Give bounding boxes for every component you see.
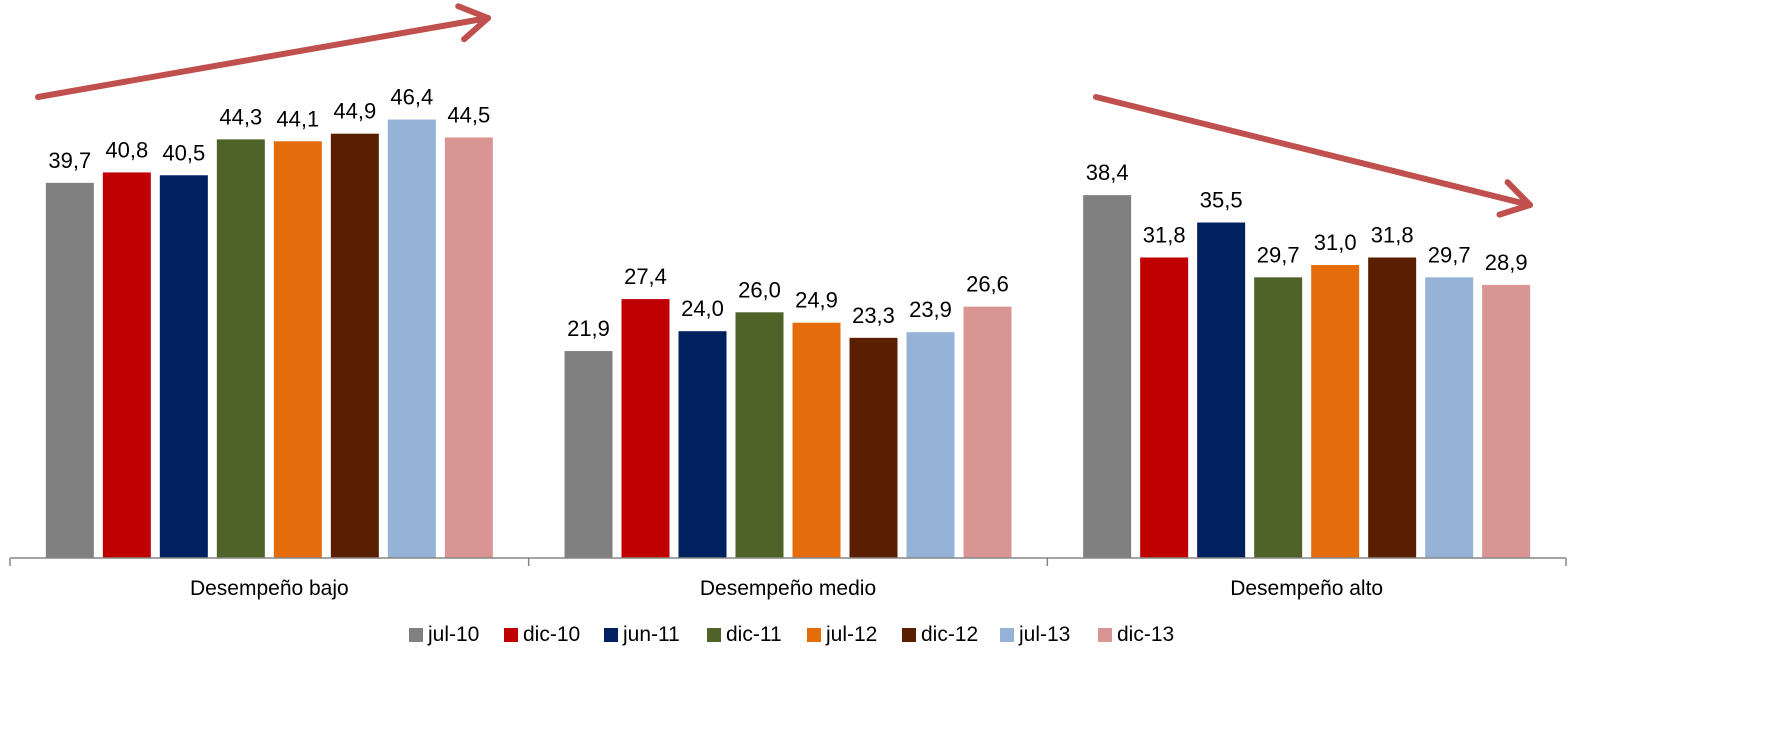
bar-jul-12-1 [273,141,322,558]
data-label: 38,4 [1086,160,1129,185]
data-label: 29,7 [1428,242,1471,267]
bar-jul-13-1 [387,119,436,559]
bar-jul-13-2 [906,332,955,558]
data-label: 40,8 [105,137,148,162]
bar-dic-12-2 [849,337,898,558]
bar-dic-12-1 [330,133,379,558]
bar-jun-11-3 [1197,222,1246,558]
bar-jul-12-2 [792,322,841,558]
legend-swatch-jun-11 [604,628,618,642]
bar-dic-11-2 [735,312,784,558]
bar-dic-10-3 [1140,257,1189,558]
x-tick-label: Desempeño bajo [190,577,349,600]
data-label: 21,9 [567,316,610,341]
x-tick-label: Desempeño medio [700,577,876,600]
data-label: 44,5 [447,102,490,127]
data-label: 44,9 [333,99,376,124]
data-label: 24,9 [795,288,838,313]
bar-jul-10-1 [45,182,94,558]
bar-jun-11-2 [678,331,727,558]
legend-label-dic-11: dic-11 [726,623,782,646]
legend-swatch-jul-12 [807,628,821,642]
data-label: 26,6 [966,272,1009,297]
trend-arrow-up [35,3,491,100]
legend-swatch-jul-10 [409,628,423,642]
bar-jul-10-3 [1083,195,1132,558]
legend: jul-10 dic-10 jun-11 dic-11 jul-12 dic-12 jul-… [409,623,1174,646]
bar-jul-12-3 [1311,265,1360,558]
bar-dic-11-3 [1254,277,1303,558]
legend-swatch-dic-13 [1098,628,1112,642]
data-label: 29,7 [1257,242,1300,267]
data-label: 31,0 [1314,230,1357,255]
bar-jun-11-1 [159,175,208,558]
bar-dic-12-3 [1368,257,1417,558]
legend-label-jun-11: jun-11 [622,623,680,646]
x-axis: Desempeño bajo Desempeño medio Desempeño a… [9,557,1567,600]
bar-dic-10-2 [621,299,670,558]
legend-swatch-dic-11 [707,628,721,642]
legend-swatch-dic-12 [902,628,916,642]
bar-dic-10-1 [102,172,151,558]
legend-swatch-jul-13 [1000,628,1014,642]
legend-label-jul-10: jul-10 [427,623,479,646]
legend-label-jul-12: jul-12 [825,623,877,646]
trend-arrows-layer [35,3,1533,218]
data-label: 40,5 [162,140,205,165]
data-label: 46,4 [390,85,433,110]
x-tick-label: Desempeño alto [1230,577,1383,600]
data-label: 39,7 [48,148,91,173]
legend-label-dic-12: dic-12 [921,623,978,646]
data-label: 44,1 [276,106,319,131]
data-label: 31,8 [1371,222,1414,247]
bars-layer [45,119,1531,559]
data-label: 28,9 [1485,250,1528,275]
bar-jul-13-3 [1425,277,1474,558]
legend-label-jul-13: jul-13 [1018,623,1070,646]
data-label: 35,5 [1200,188,1243,213]
data-label: 24,0 [681,296,724,321]
data-label: 44,3 [219,104,262,129]
data-label: 27,4 [624,264,667,289]
data-label: 26,0 [738,277,781,302]
legend-swatch-dic-10 [504,628,518,642]
bar-dic-11-1 [216,139,265,559]
data-label: 23,9 [909,297,952,322]
bar-jul-10-2 [564,351,613,558]
trend-arrow-down [1093,94,1533,218]
data-labels-layer: 39,7 40,8 40,5 44,3 44,1 44,9 46,4 44,5 21,9 27,4… [48,85,1527,342]
data-label: 31,8 [1143,222,1186,247]
bar-dic-13-1 [444,137,493,558]
legend-label-dic-13: dic-13 [1117,623,1174,646]
bar-dic-13-3 [1482,284,1531,558]
bar-dic-13-2 [963,306,1012,558]
data-label: 23,3 [852,303,895,328]
legend-label-dic-10: dic-10 [523,623,580,646]
